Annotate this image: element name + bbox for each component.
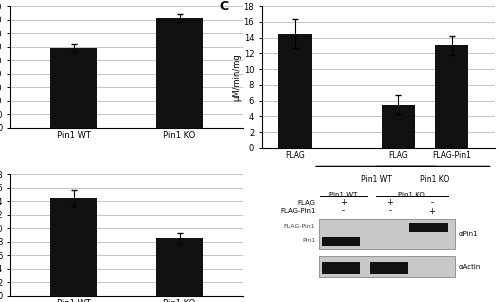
Y-axis label: μM/min/mg: μM/min/mg [232, 53, 241, 101]
Bar [322, 262, 360, 275]
Bar [319, 256, 456, 277]
Bar [156, 18, 204, 128]
Text: C: C [220, 0, 229, 13]
Text: Pin1 KO: Pin1 KO [398, 192, 424, 198]
Text: -: - [430, 198, 434, 207]
Text: αPin1: αPin1 [459, 230, 478, 236]
Text: +: + [386, 198, 394, 207]
Text: Pin1 KO: Pin1 KO [420, 175, 449, 184]
Text: FLAG-Pin1: FLAG-Pin1 [280, 208, 316, 214]
Text: Pin1 WT: Pin1 WT [360, 175, 392, 184]
Text: αActin: αActin [459, 264, 481, 270]
Text: FLAG-Pin1: FLAG-Pin1 [284, 224, 316, 229]
Bar [382, 104, 415, 148]
Text: -: - [342, 207, 345, 216]
Bar [50, 198, 98, 296]
Text: -: - [388, 207, 392, 216]
Text: FLAG: FLAG [298, 200, 316, 206]
Text: +: + [340, 198, 347, 207]
Bar [278, 34, 312, 148]
Bar [319, 220, 456, 249]
Bar [156, 239, 204, 296]
Bar [370, 262, 408, 275]
Bar [50, 48, 98, 128]
Bar [435, 45, 468, 148]
Text: Pin1 WT: Pin1 WT [329, 192, 358, 198]
Bar [322, 237, 360, 246]
Text: +: + [428, 207, 436, 216]
Text: Pin1: Pin1 [302, 238, 316, 243]
Bar [408, 223, 449, 232]
